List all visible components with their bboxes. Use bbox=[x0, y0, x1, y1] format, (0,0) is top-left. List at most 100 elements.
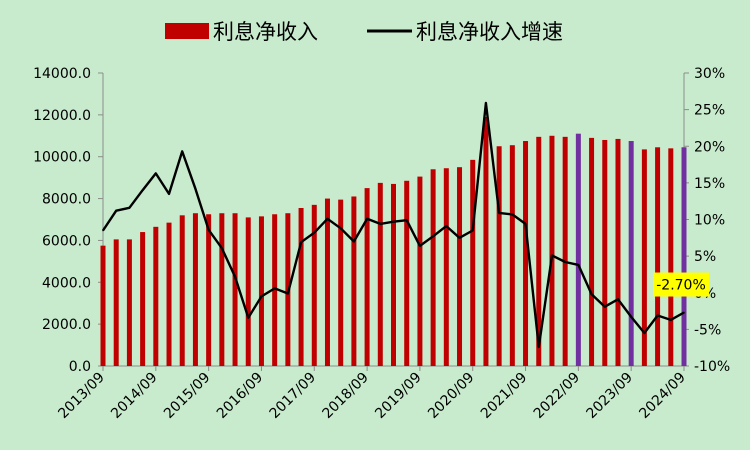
bar bbox=[100, 245, 106, 366]
bar bbox=[496, 146, 502, 366]
bar bbox=[589, 137, 595, 366]
bar bbox=[232, 213, 238, 366]
line-point bbox=[260, 295, 263, 298]
left-y-tick-label: 8000.0 bbox=[42, 192, 91, 208]
line-point bbox=[379, 223, 382, 225]
left-y-tick-label: 0.0 bbox=[69, 359, 91, 375]
bar bbox=[443, 168, 449, 366]
legend: 利息净收入 利息净收入增速 bbox=[165, 20, 563, 44]
bar bbox=[311, 204, 317, 366]
line-point bbox=[630, 316, 632, 318]
right-y-tick-label: -10% bbox=[694, 359, 730, 375]
line-point bbox=[419, 245, 421, 247]
bar bbox=[298, 207, 304, 366]
line-point bbox=[643, 332, 646, 334]
line-point bbox=[590, 293, 593, 296]
right-y-tick-label: 25% bbox=[694, 103, 725, 119]
left-y-tick-label: 12000.0 bbox=[33, 108, 91, 124]
right-y-tick-label: 20% bbox=[694, 139, 725, 155]
bar bbox=[192, 213, 198, 366]
line-point bbox=[603, 305, 606, 308]
line-point bbox=[273, 287, 276, 290]
bar-series bbox=[100, 116, 687, 366]
line-point bbox=[247, 316, 250, 319]
line-point bbox=[577, 264, 580, 266]
right-y-tick-label: 5% bbox=[694, 249, 716, 265]
bar bbox=[377, 182, 383, 366]
bar bbox=[470, 159, 476, 366]
bar bbox=[668, 148, 674, 366]
line-point bbox=[445, 225, 448, 227]
line-point bbox=[617, 298, 619, 301]
highlighted-bar bbox=[575, 133, 581, 366]
bar bbox=[140, 232, 146, 366]
line-point bbox=[405, 219, 408, 222]
bar bbox=[457, 167, 463, 366]
legend-bar-swatch bbox=[165, 23, 209, 39]
bar bbox=[655, 147, 661, 366]
bar bbox=[523, 141, 529, 366]
left-y-tick-label: 2000.0 bbox=[42, 317, 91, 333]
line-point bbox=[458, 237, 461, 239]
growth-rate-points bbox=[102, 102, 685, 348]
bar bbox=[391, 183, 396, 366]
line-point bbox=[392, 220, 395, 223]
left-y-tick-label: 10000.0 bbox=[33, 150, 91, 166]
line-point bbox=[432, 235, 434, 238]
bar bbox=[404, 180, 410, 366]
left-y-tick-label: 6000.0 bbox=[42, 233, 91, 249]
bar bbox=[549, 135, 555, 366]
value-annotation: -2.70% bbox=[653, 272, 709, 297]
bar bbox=[641, 149, 647, 366]
annotation-box bbox=[653, 272, 709, 297]
line-point bbox=[551, 254, 553, 257]
highlighted-bar bbox=[628, 141, 634, 366]
line-point bbox=[537, 346, 540, 348]
bar bbox=[219, 213, 225, 366]
bar bbox=[351, 196, 357, 366]
line-point bbox=[498, 212, 500, 214]
bar bbox=[562, 136, 568, 366]
line-point bbox=[194, 187, 197, 190]
line-point bbox=[287, 292, 289, 295]
line-point bbox=[511, 213, 514, 216]
bar bbox=[417, 176, 423, 366]
line-point bbox=[300, 241, 302, 244]
line-point bbox=[221, 247, 223, 249]
line-point bbox=[168, 193, 170, 195]
legend-bar-label: 利息净收入 bbox=[213, 20, 318, 44]
line-point bbox=[234, 275, 236, 278]
line-point bbox=[207, 228, 210, 231]
left-y-tick-label: 4000.0 bbox=[42, 275, 91, 291]
left-y-axis-ticks: 0.0 2000.0 4000.0 6000.0 8000.0 10000.0 12000.… bbox=[33, 66, 103, 375]
bar bbox=[602, 139, 608, 366]
line-point bbox=[141, 189, 144, 191]
right-y-tick-label: 15% bbox=[694, 176, 725, 192]
annotation-label: -2.70% bbox=[656, 278, 706, 294]
bar bbox=[245, 217, 251, 366]
bar bbox=[483, 116, 489, 366]
right-y-axis-ticks: -10%-5%0%5%10%15%20%25%30% bbox=[684, 66, 730, 375]
bar bbox=[126, 239, 132, 366]
line-point bbox=[683, 311, 685, 314]
line-point bbox=[102, 229, 104, 232]
bar bbox=[166, 222, 172, 366]
line-point bbox=[564, 261, 566, 263]
line-point bbox=[181, 150, 184, 153]
highlighted-bar bbox=[681, 147, 687, 366]
line-point bbox=[669, 319, 672, 321]
bar bbox=[206, 214, 212, 366]
bar bbox=[113, 239, 119, 366]
bar bbox=[272, 214, 278, 366]
line-point bbox=[471, 229, 474, 232]
bar bbox=[615, 138, 621, 366]
bar bbox=[338, 199, 344, 366]
line-point bbox=[366, 217, 368, 220]
bar bbox=[364, 188, 370, 366]
line-point bbox=[128, 206, 131, 209]
line-point bbox=[524, 223, 527, 225]
line-point bbox=[485, 102, 487, 104]
bar bbox=[153, 226, 159, 366]
